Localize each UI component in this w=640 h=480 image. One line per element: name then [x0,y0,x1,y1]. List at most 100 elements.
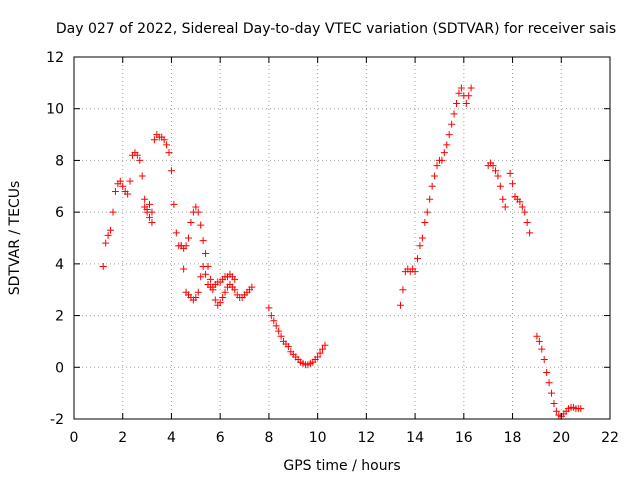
data-point [548,389,556,397]
data-point [211,296,219,304]
data-point [177,242,185,250]
data-point [319,345,327,353]
series-seg2 [141,200,239,304]
x-tick-label: 22 [601,430,619,446]
data-point [501,203,509,211]
data-point [284,343,292,351]
data-point [416,242,424,250]
data-point [440,149,448,157]
data-point [221,288,229,296]
data-point [577,405,585,413]
data-point [194,208,202,216]
data-point [414,255,422,263]
y-tick-label: 10 [46,102,64,118]
data-point [448,120,456,128]
data-point [111,187,119,195]
data-point [399,286,407,294]
data-point [465,92,473,100]
data-point [545,379,553,387]
x-tick-label: 8 [264,430,273,446]
data-point [462,100,470,108]
y-tick-label: 6 [55,205,64,221]
plot-frame [73,56,611,420]
data-point [109,208,117,216]
data-point [450,110,458,118]
data-point [231,286,239,294]
data-point [509,180,517,188]
data-point [521,208,529,216]
data-point [272,322,280,330]
data-point [199,262,207,270]
data-point [455,89,463,97]
data-point [457,84,465,92]
data-point [163,141,171,149]
data-point [146,200,154,208]
x-tick-label: 4 [167,430,176,446]
data-point [526,229,534,237]
data-point [180,265,188,273]
data-point [119,182,127,190]
x-tick-label: 0 [70,430,79,446]
data-point [216,299,224,307]
data-point [192,203,200,211]
data-point [99,262,107,270]
data-point [133,151,141,159]
data-point [219,293,227,301]
data-point [107,226,115,234]
data-point [496,182,504,190]
data-point [141,195,149,203]
data-point [187,218,195,226]
y-tick-labels: -2 0 2 4 6 8 10 12 [46,50,64,428]
data-point [552,407,560,415]
y-tick-label: 4 [55,257,64,273]
x-tick-labels: 0 2 4 6 8 10 12 14 16 18 20 22 [70,430,619,446]
data-point [314,353,322,361]
data-point [231,275,239,283]
y-axis-label: SDTVAR / TECUs [7,181,23,296]
data-point [426,195,434,203]
data-point [148,218,156,226]
data-point [433,162,441,170]
data-point [535,337,543,345]
data-point [124,190,132,198]
series-seg4 [396,84,475,309]
grid-lines [74,57,610,419]
data-point [506,169,514,177]
data-point [165,149,173,157]
data-point [199,237,207,245]
data-point [538,345,546,353]
y-tick-label: 2 [55,309,64,325]
data-point [172,229,180,237]
data-point [411,268,419,276]
data-point [516,198,524,206]
data-point [202,250,210,258]
data-point [170,200,178,208]
data-point [316,349,324,357]
data-point [267,312,275,320]
data-point [396,301,404,309]
data-point [438,156,446,164]
data-point [197,273,205,281]
data-point [550,399,558,407]
y-tick-label: 0 [55,360,64,376]
data-point [540,356,548,364]
x-tick-label: 6 [216,430,225,446]
x-tick-label: 20 [552,430,570,446]
x-tick-label: 14 [406,430,424,446]
data-point [126,177,134,185]
x-tick-label: 18 [504,430,522,446]
data-point [494,172,502,180]
data-point [138,172,146,180]
data-point [270,317,278,325]
data-point [116,177,124,185]
data-point [445,131,453,139]
data-point [431,172,439,180]
data-point [192,293,200,301]
data-point [136,156,144,164]
data-point [443,141,451,149]
data-point [150,136,158,144]
data-point [202,270,210,278]
series-seg5 [484,159,534,237]
data-point [146,213,154,221]
